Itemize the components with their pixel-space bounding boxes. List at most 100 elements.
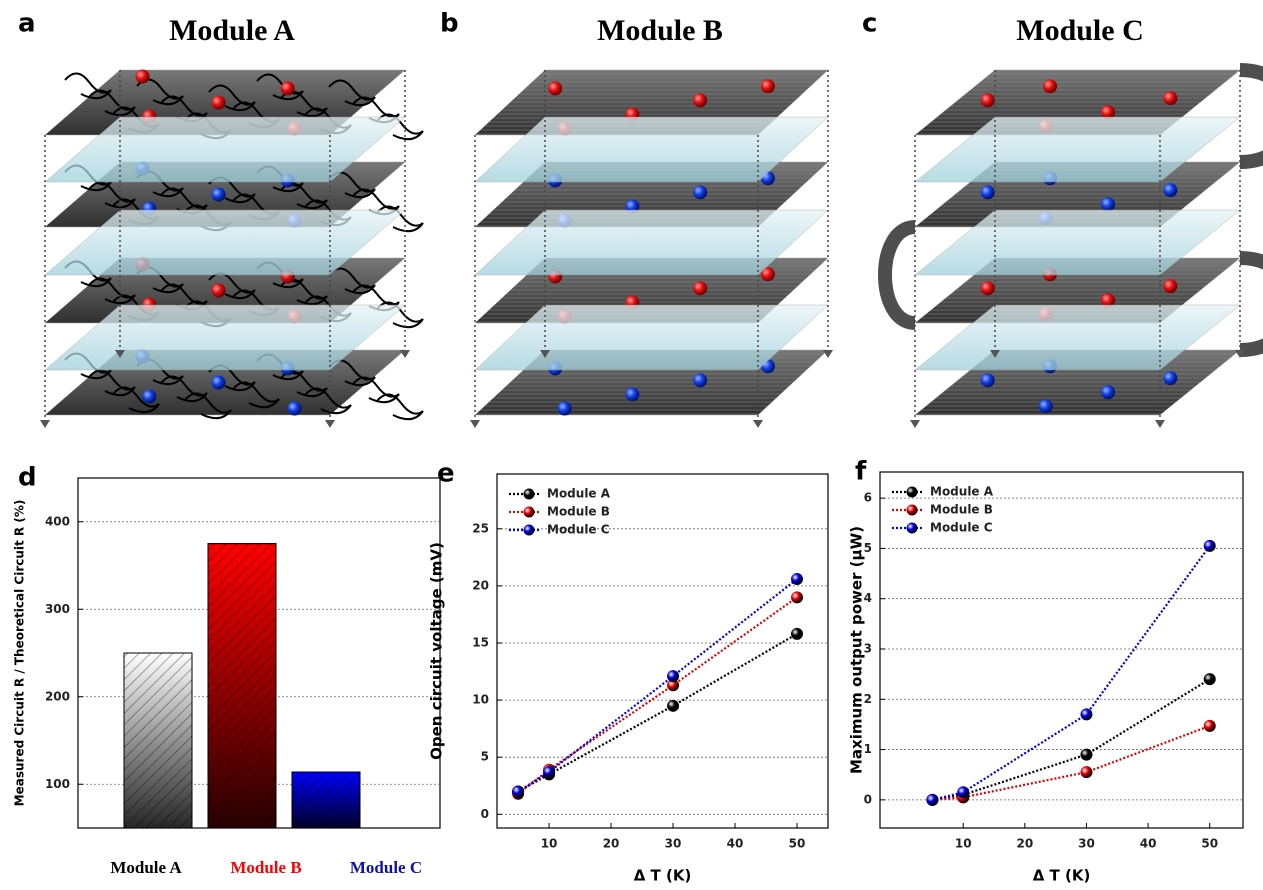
carrier [287, 401, 302, 416]
carrier [980, 281, 995, 296]
legend-label: Module B [547, 505, 610, 519]
y-tick-label: 2 [864, 692, 872, 706]
carrier [693, 185, 708, 200]
bar-hatch [123, 652, 193, 829]
arrow-head [910, 420, 920, 428]
series-line [517, 632, 798, 793]
y-tick-label: 0 [864, 792, 872, 806]
legend-marker [523, 524, 535, 536]
legend-marker [906, 522, 918, 534]
arrow-head [1235, 350, 1245, 358]
carrier [980, 185, 995, 200]
carrier [1101, 105, 1115, 120]
data-point [791, 627, 804, 640]
y-tick-label: 100 [45, 777, 70, 791]
data-point [667, 699, 680, 712]
carrier [548, 81, 563, 96]
carrier [1163, 183, 1178, 198]
carrier [211, 187, 226, 202]
panel-label: d [18, 463, 37, 493]
y-tick-label: 1 [864, 742, 872, 756]
arrow-head [1155, 420, 1165, 428]
arrow-head [753, 420, 763, 428]
legend-label: Module C [930, 521, 993, 535]
fiber [64, 352, 424, 421]
data-point [1203, 539, 1216, 552]
data-point [667, 679, 680, 692]
data-point [667, 670, 680, 683]
panel-label: a [18, 9, 36, 39]
data-point [926, 793, 939, 806]
fold [1239, 251, 1263, 357]
carrier [557, 401, 572, 416]
carrier [135, 69, 150, 84]
carrier [1101, 385, 1115, 400]
arrow-head [325, 420, 335, 428]
y-tick-label: 5 [481, 750, 489, 764]
plot-frame [496, 473, 829, 829]
arrow-head [115, 350, 125, 358]
carrier [1163, 279, 1178, 294]
x-tick-label: 40 [727, 837, 744, 851]
arrow-head [823, 350, 833, 358]
y-tick-label: 10 [472, 693, 489, 707]
carrier [211, 375, 226, 390]
carrier [1163, 91, 1178, 106]
series-line [932, 678, 1211, 801]
carrier [693, 93, 708, 108]
legend-marker [523, 488, 535, 500]
legend-marker [906, 504, 918, 516]
series-line [517, 596, 798, 795]
carrier [211, 95, 226, 110]
module-title: Module C [1016, 14, 1144, 47]
y-axis-label: Measured Circuit R / Theoretical Circuit… [13, 500, 27, 807]
x-axis-label: Δ T (K) [1033, 867, 1091, 885]
bar-hatch [291, 771, 361, 829]
x-tick-label: 50 [789, 837, 806, 851]
carrier [693, 373, 708, 388]
series-line [517, 578, 798, 793]
data-point [1080, 708, 1093, 721]
legend-label: Module A [547, 487, 611, 501]
carrier [693, 281, 708, 296]
legend-marker [906, 486, 918, 498]
arrow-head [540, 350, 550, 358]
arrow-head [400, 350, 410, 358]
legend-label: Module B [930, 503, 993, 517]
x-tick-label: 40 [1140, 837, 1157, 851]
module-title: Module B [597, 14, 723, 47]
carrier [280, 81, 295, 96]
panel-label: b [440, 9, 459, 39]
legend-label: Module C [547, 523, 610, 537]
carrier [142, 389, 157, 404]
carrier [1043, 79, 1057, 94]
arrow-head [470, 420, 480, 428]
y-axis-label: Maximum output power (μW) [848, 526, 866, 774]
y-tick-label: 0 [481, 807, 489, 821]
carrier [760, 267, 775, 282]
bar-hatch [207, 543, 277, 829]
data-point [1203, 673, 1216, 686]
carrier [1101, 293, 1115, 308]
x-tick-label: 30 [1078, 837, 1095, 851]
y-tick-label: 6 [864, 491, 872, 505]
carrier [980, 373, 995, 388]
fold [878, 220, 917, 330]
x-tick-label: 50 [1201, 837, 1218, 851]
category-label: Module B [230, 858, 301, 877]
category-label: Module C [350, 858, 422, 877]
panel-label: c [862, 9, 877, 39]
x-tick-label: 20 [603, 837, 620, 851]
carrier [1038, 399, 1053, 414]
x-tick-label: 10 [541, 837, 558, 851]
data-point [791, 573, 804, 586]
series-line [932, 724, 1211, 801]
x-axis-label: Δ T (K) [634, 867, 692, 885]
fold [1239, 63, 1263, 169]
data-point [791, 591, 804, 604]
data-point [957, 786, 970, 799]
carrier [625, 387, 640, 402]
module-title: Module A [169, 14, 295, 47]
y-tick-label: 25 [472, 521, 489, 535]
